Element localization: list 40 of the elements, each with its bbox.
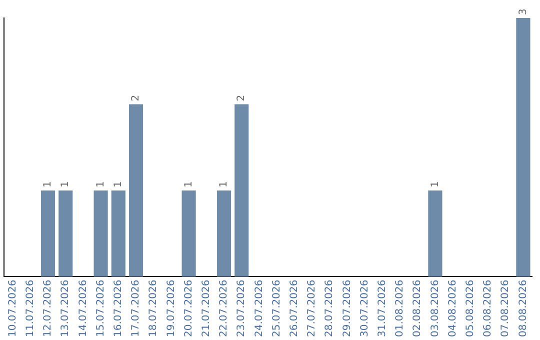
x-tick-label: 12.07.2026 [42, 280, 54, 338]
data-label: 3 [518, 8, 529, 15]
x-tick-label: 07.08.2026 [500, 280, 512, 338]
x-tick-label: 29.07.2026 [342, 280, 353, 338]
x-tick-label: 30.07.2026 [359, 280, 370, 338]
x-tick-label: 26.07.2026 [288, 280, 300, 338]
x-tick-label: 19.07.2026 [166, 280, 177, 338]
x-tick-label: 05.08.2026 [464, 280, 476, 338]
data-label: 1 [430, 181, 441, 188]
x-tick-label: 14.07.2026 [78, 280, 89, 338]
data-label: 1 [95, 181, 106, 188]
x-tick-label: 13.07.2026 [60, 280, 72, 338]
data-label: 2 [236, 94, 248, 102]
x-tick-label: 10.07.2026 [7, 280, 18, 338]
x-tick-label: 20.07.2026 [183, 280, 194, 338]
x-tick-label: 28.07.2026 [324, 280, 336, 338]
x-tick-label: 22.07.2026 [218, 280, 230, 338]
x-tick-label: 25.07.2026 [271, 280, 282, 338]
x-tick-label: 23.07.2026 [236, 280, 248, 338]
x-tick-label: 17.07.2026 [130, 280, 142, 338]
x-tick-label: 15.07.2026 [95, 280, 106, 338]
x-tick-label: 03.08.2026 [430, 280, 441, 338]
data-label: 1 [112, 181, 124, 188]
data-label: 2 [130, 94, 142, 102]
x-tick-label: 16.07.2026 [112, 280, 124, 338]
x-tick-label: 24.07.2026 [254, 280, 265, 338]
x-tick-label: 04.08.2026 [447, 280, 458, 338]
x-tick-label: 18.07.2026 [148, 280, 160, 338]
data-label: 1 [183, 181, 194, 188]
data-label: 1 [42, 181, 54, 188]
x-tick-label: 31.07.2026 [376, 280, 388, 338]
x-tick-label: 01.08.2026 [394, 280, 406, 338]
data-label: 1 [60, 181, 72, 188]
x-tick-label: 02.08.2026 [412, 280, 424, 338]
x-tick-label: 21.07.2026 [200, 280, 212, 338]
x-tick-label: 11.07.2026 [24, 280, 36, 338]
data-label: 1 [218, 181, 230, 188]
x-tick-label: 27.07.2026 [306, 280, 318, 338]
x-tick-label: 08.08.2026 [518, 280, 529, 338]
x-tick-label: 06.08.2026 [482, 280, 494, 338]
